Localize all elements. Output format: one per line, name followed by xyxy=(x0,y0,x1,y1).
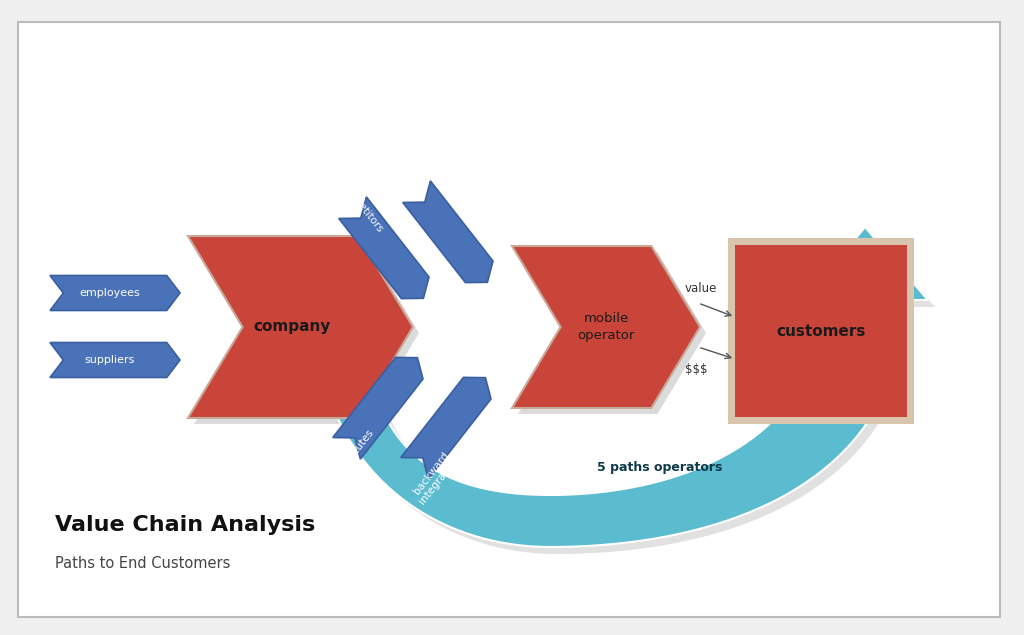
Polygon shape xyxy=(512,246,700,408)
Text: customers: customers xyxy=(776,323,865,338)
Polygon shape xyxy=(315,227,928,547)
Text: value: value xyxy=(685,282,718,295)
Polygon shape xyxy=(402,181,493,283)
Polygon shape xyxy=(333,358,423,459)
Polygon shape xyxy=(400,377,490,479)
Text: potential entrants: potential entrants xyxy=(406,143,471,223)
Text: 5 paths operators: 5 paths operators xyxy=(597,460,723,474)
Polygon shape xyxy=(50,276,180,311)
Polygon shape xyxy=(518,252,706,414)
Text: company: company xyxy=(253,319,331,335)
FancyBboxPatch shape xyxy=(742,252,914,424)
Polygon shape xyxy=(50,342,180,377)
Polygon shape xyxy=(322,234,935,554)
Polygon shape xyxy=(194,242,419,424)
Text: $$$: $$$ xyxy=(685,363,708,376)
Text: suppliers: suppliers xyxy=(85,355,135,365)
Text: Value Chain Analysis: Value Chain Analysis xyxy=(55,515,315,535)
Polygon shape xyxy=(339,197,429,298)
Text: Paths to End Customers: Paths to End Customers xyxy=(55,556,230,570)
Text: employees: employees xyxy=(80,288,140,298)
FancyBboxPatch shape xyxy=(735,245,907,417)
Text: competitors: competitors xyxy=(339,179,385,235)
Text: mobile
operator: mobile operator xyxy=(578,312,635,342)
FancyBboxPatch shape xyxy=(728,238,914,424)
Polygon shape xyxy=(188,236,413,418)
Text: substitutes: substitutes xyxy=(332,427,376,479)
FancyBboxPatch shape xyxy=(18,22,1000,617)
Text: backward
integration: backward integration xyxy=(409,448,461,506)
